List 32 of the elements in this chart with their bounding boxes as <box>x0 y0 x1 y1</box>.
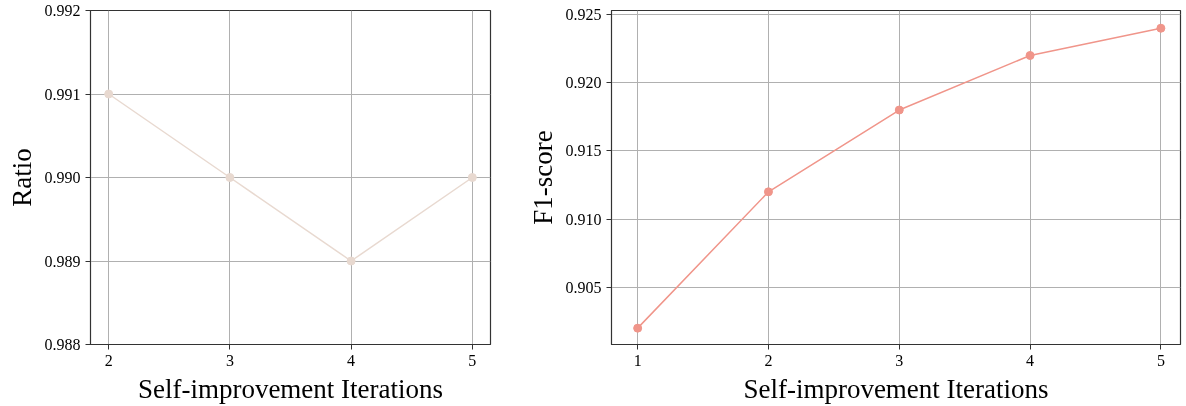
y-axis-title: Ratio <box>6 148 37 207</box>
point <box>633 323 643 333</box>
x-tick-label: 1 <box>633 351 642 369</box>
x-axis-title: Self-improvement Iterations <box>743 373 1049 404</box>
y-tick-label: 0.991 <box>44 85 81 103</box>
x-tick-label: 3 <box>895 351 904 369</box>
y-tick-label: 0.990 <box>44 169 81 186</box>
y-tick-label: 0.920 <box>565 74 602 92</box>
point <box>104 89 114 99</box>
x-tick-label: 4 <box>347 351 356 369</box>
point <box>467 173 477 182</box>
x-tick-label: 4 <box>1026 351 1035 369</box>
x-tick-label: 5 <box>468 351 477 369</box>
point <box>1156 23 1166 33</box>
point <box>763 187 773 197</box>
y-tick-label: 0.915 <box>565 142 602 160</box>
y-tick-label: 0.988 <box>44 336 81 353</box>
y-tick-label: 0.905 <box>565 278 602 296</box>
x-tick-label: 5 <box>1156 351 1165 369</box>
point <box>225 173 235 182</box>
x-axis-title: Self-improvement Iterations <box>137 373 444 404</box>
point <box>1025 51 1035 60</box>
x-tick-label: 2 <box>104 351 113 369</box>
x-tick-label: 2 <box>764 351 773 369</box>
y-axis-title: F1-score <box>527 130 558 225</box>
y-tick-label: 0.992 <box>44 2 81 19</box>
x-tick-label: 3 <box>225 351 234 369</box>
y-tick-label: 0.925 <box>565 6 602 24</box>
point <box>346 256 356 266</box>
y-tick-label: 0.910 <box>565 210 602 228</box>
point <box>894 105 904 115</box>
y-tick-label: 0.989 <box>44 252 81 270</box>
